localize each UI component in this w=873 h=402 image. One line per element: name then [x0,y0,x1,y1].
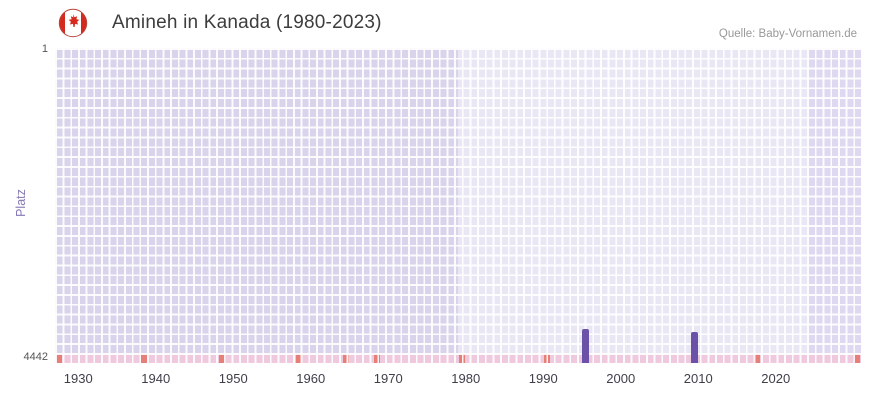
baseline-marker [218,354,225,363]
background-band [55,48,458,363]
x-tick-label: 2010 [683,371,713,386]
plot-area [55,48,861,363]
x-axis-ticks: 1930 1940 1950 1960 1970 1980 1990 2000 2010 2020 [55,371,861,391]
baseline-marker [342,354,349,363]
x-tick-label: 1930 [63,371,93,386]
page-title: Amineh in Kanada (1980-2023) [112,12,382,33]
y-tick-bottom: 4442 [23,351,48,363]
x-tick-label: 2000 [606,371,636,386]
baseline-marker [296,354,303,363]
canada-flag-icon [58,8,88,38]
baseline-marker [854,354,861,363]
baseline-marker [56,354,62,363]
rank-bar[interactable] [690,331,698,363]
x-tick-label: 1990 [528,371,558,386]
rank-bar[interactable] [582,328,589,363]
baseline-strip [55,354,861,363]
background-band [806,48,861,363]
y-axis-label: Platz [14,189,28,217]
background-band [458,48,807,363]
baseline-marker [373,354,380,363]
x-tick-label: 2020 [761,371,791,386]
x-tick-label: 1950 [218,371,248,386]
x-tick-label: 1940 [141,371,171,386]
source-credit: Quelle: Baby-Vornamen.de [718,28,857,40]
y-tick-top: 1 [41,43,48,55]
baseline-marker [753,354,760,363]
chart-header: Amineh in Kanada (1980-2023) [58,8,382,38]
baseline-marker [141,354,148,363]
baseline-marker [544,354,551,363]
x-tick-label: 1960 [296,371,326,386]
x-tick-label: 1980 [451,371,481,386]
x-tick-label: 1970 [373,371,403,386]
baseline-marker [459,354,465,363]
